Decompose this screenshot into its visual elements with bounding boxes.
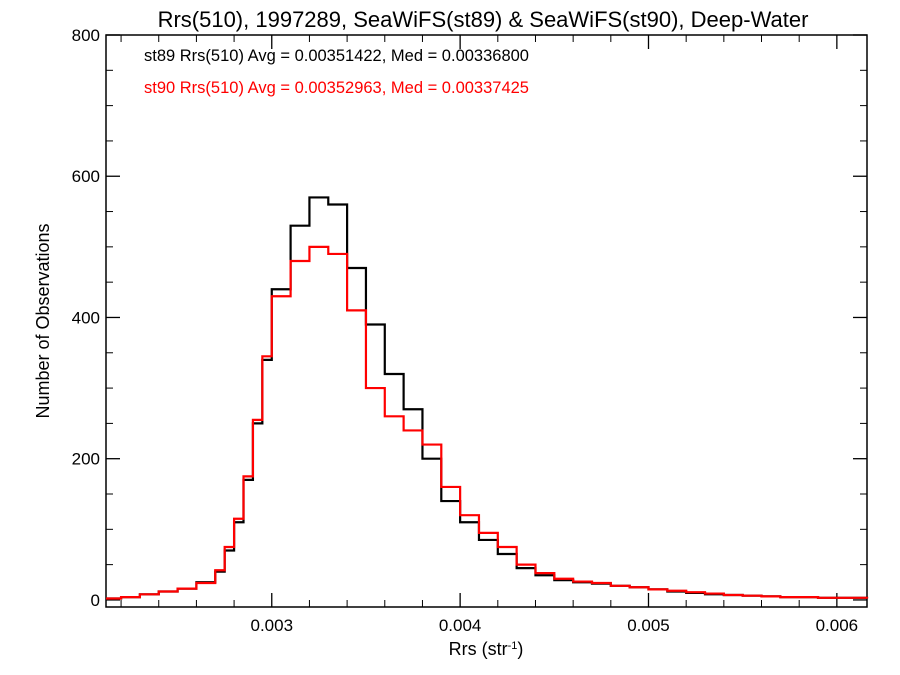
x-tick-label-3: 0.006 (816, 616, 859, 635)
y-tick-label-0: 0 (91, 591, 100, 610)
axis-ticks (106, 34, 867, 607)
x-tick-label-0: 0.003 (250, 616, 293, 635)
x-axis-label-main: Rrs (str (449, 639, 508, 659)
y-tick-label-1: 200 (72, 450, 100, 469)
x-axis-label-superscript: -1 (508, 640, 518, 652)
tick-labels: 0.003 0.004 0.005 0.006 0 200 400 600 800 (72, 26, 859, 635)
y-tick-label-3: 600 (72, 167, 100, 186)
annotation-st90-stats: st90 Rrs(510) Avg = 0.00352963, Med = 0.… (144, 79, 529, 97)
x-axis-label-end: ) (517, 639, 523, 659)
x-tick-label-1: 0.004 (439, 616, 482, 635)
y-tick-label-4: 800 (72, 26, 100, 45)
series-0-line (106, 196, 869, 600)
x-axis-label: Rrs (str-1) (449, 639, 524, 659)
x-tick-label-2: 0.005 (627, 616, 670, 635)
series-1 (105, 245, 869, 600)
series-0 (105, 196, 869, 600)
plot-area (105, 34, 868, 608)
chart-title: Rrs(510), 1997289, SeaWiFS(st89) & SeaWi… (158, 7, 809, 32)
series-1-line (106, 245, 869, 600)
plot-frame (105, 34, 868, 608)
annotation-st89-stats: st89 Rrs(510) Avg = 0.00351422, Med = 0.… (144, 47, 529, 65)
series-layer (105, 196, 869, 600)
y-axis-label: Number of Observations (33, 223, 53, 418)
y-tick-label-2: 400 (72, 308, 100, 327)
